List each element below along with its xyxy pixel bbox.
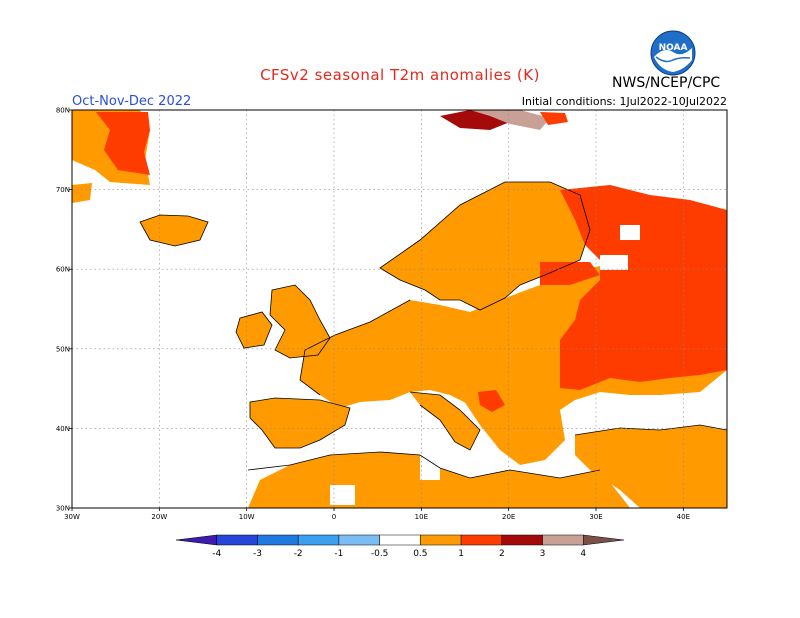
colorbar-swatch [542, 534, 584, 546]
colorbar-label: 1 [458, 549, 464, 559]
lat-tick-label: 30N [56, 505, 70, 513]
organization-label: NWS/NCEP/CPC [612, 75, 721, 91]
map-grid [72, 110, 727, 508]
colorbar-swatch [420, 534, 462, 546]
lon-tick-label: 40E [677, 513, 690, 521]
noaa-logo-text: NOAA [659, 43, 688, 53]
colorbar-swatch [297, 534, 340, 546]
lon-tick-label: 30W [64, 513, 80, 521]
anomaly-russia-gap-2 [600, 255, 628, 270]
anomaly-greenland-strong [96, 112, 150, 175]
anomaly-greenland-sw [72, 183, 92, 203]
lat-tick-label: 40N [56, 425, 70, 433]
anomaly-britain [270, 285, 330, 358]
lon-tick-label: 10E [415, 513, 428, 521]
colorbar-swatch [257, 534, 299, 546]
chart-title: CFSv2 seasonal T2m anomalies (K) [260, 66, 540, 84]
anomaly-turkey [575, 425, 727, 508]
map-frame [71, 109, 728, 509]
lat-tick-label: 50N [56, 345, 70, 353]
colorbar-label: -3 [253, 549, 262, 559]
lon-tick-label: 30E [589, 513, 602, 521]
colorbar-label: 2 [499, 549, 505, 559]
colorbar-swatch [175, 534, 217, 546]
noaa-logo: NOAA [650, 30, 696, 76]
anomaly-iceland [140, 215, 208, 246]
anomaly-africa-gap-1 [330, 485, 355, 505]
colorbar-swatch [379, 534, 421, 546]
colorbar-swatch [501, 534, 543, 546]
anomaly-balkans [460, 390, 565, 465]
initial-conditions-label: Initial conditions: 1Jul2022-10Jul2022 [521, 95, 727, 108]
coastlines [139, 181, 727, 479]
colorbar-label: 3 [540, 549, 546, 559]
anomaly-italy [410, 392, 480, 450]
season-label: Oct-Nov-Dec 2022 [72, 94, 192, 109]
anomaly-layer [72, 110, 727, 508]
anomaly-russia-gap-1 [620, 225, 640, 240]
anomaly-russia-strong [560, 185, 727, 390]
colorbar-label: -4 [212, 549, 221, 559]
colorbar-label: 0.5 [413, 549, 427, 559]
anomaly-iberia [250, 398, 350, 448]
lon-tick-label: 10W [239, 513, 255, 521]
colorbar-swatch [583, 534, 625, 546]
anomaly-svalbard-extreme [470, 110, 550, 130]
lon-tick-label: 20E [502, 513, 515, 521]
colorbar-label: 4 [580, 549, 586, 559]
colorbar-swatch [460, 534, 503, 546]
anomaly-baltic-strong [540, 262, 600, 285]
colorbar: -4 -3 -2 -1 -0.5 0.5 1 2 3 4 [175, 534, 625, 559]
lon-tick-label: 20W [151, 513, 167, 521]
lat-tick-label: 70N [56, 186, 70, 194]
colorbar-swatch [338, 534, 380, 546]
anomaly-balkans-strong [478, 390, 505, 412]
lon-tick-label: 0 [332, 513, 336, 521]
colorbar-label: -0.5 [371, 549, 389, 559]
axis-ticks: 30W 20W 10W 0 10E 20E 30E 40E 30N 40N 50N 60N 70N 80N [56, 107, 690, 522]
colorbar-label: -2 [294, 549, 303, 559]
lat-tick-label: 60N [56, 266, 70, 274]
lat-tick-label: 80N [56, 107, 70, 115]
colorbar-label: -1 [334, 549, 343, 559]
anomaly-africa-gap-2 [420, 455, 440, 480]
anomaly-svalbard-east [540, 112, 568, 125]
colorbar-swatch [216, 534, 258, 546]
anomaly-ireland [236, 312, 272, 348]
